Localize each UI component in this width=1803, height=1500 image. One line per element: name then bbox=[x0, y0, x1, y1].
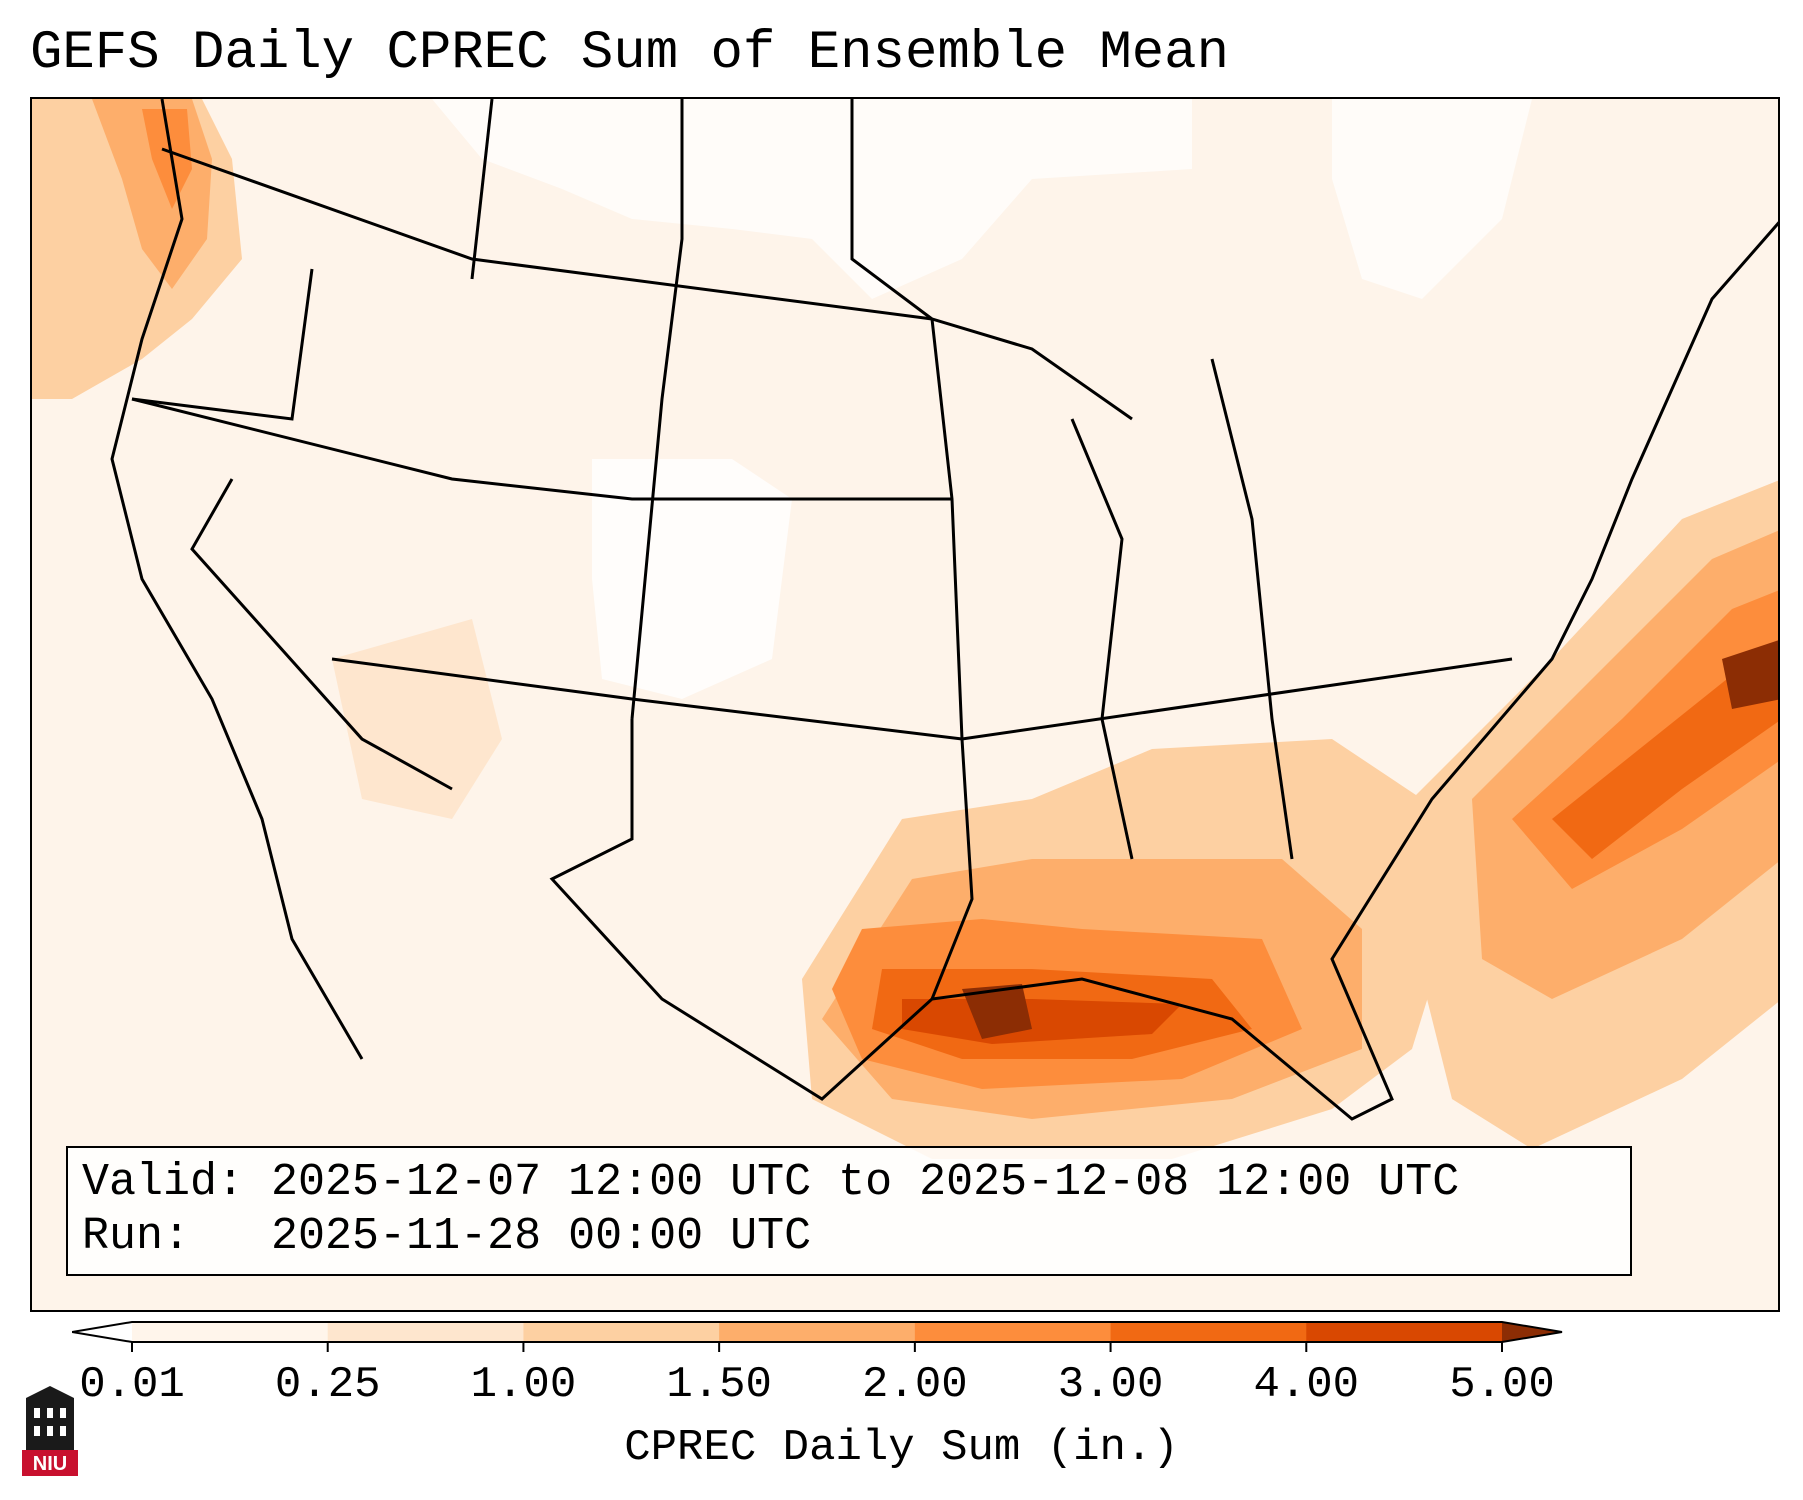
west-coast bbox=[110, 99, 364, 1060]
niu-logo-windows bbox=[34, 1408, 66, 1436]
dakota-line bbox=[630, 99, 684, 720]
precip-map bbox=[30, 97, 1780, 1312]
colorbar-tick-label: 5.00 bbox=[1449, 1360, 1555, 1410]
colorbar bbox=[72, 1321, 1563, 1352]
colorbar-ticks bbox=[131, 1342, 1503, 1352]
niu-logo-badge bbox=[22, 1450, 78, 1476]
nevada-outline bbox=[190, 478, 453, 791]
colorbar-segment bbox=[327, 1322, 524, 1342]
dry-area-canada bbox=[1332, 99, 1532, 299]
oregon-outline bbox=[131, 268, 314, 421]
valid-value: 2025-12-07 12:00 UTC to 2025-12-08 12:00… bbox=[271, 1157, 1460, 1208]
mississippi-line bbox=[930, 318, 974, 1000]
dry-area-north bbox=[432, 99, 1192, 299]
niu-logo: NIU bbox=[22, 1386, 78, 1476]
atl-max bbox=[1722, 640, 1778, 709]
dry-area-plains bbox=[592, 459, 792, 699]
colorbar-segment bbox=[1110, 1322, 1307, 1342]
colorbar-tick-label: 0.01 bbox=[79, 1360, 185, 1410]
montana-line bbox=[470, 99, 494, 280]
run-value: 2025-11-28 00:00 UTC bbox=[271, 1211, 812, 1262]
central-line-2 bbox=[331, 657, 1513, 741]
colorbar-tick-label: 1.00 bbox=[470, 1360, 577, 1410]
colorbar-label: CPREC Daily Sum (in.) bbox=[624, 1423, 1179, 1473]
colorbar-tick-label: 3.00 bbox=[1057, 1360, 1164, 1410]
run-line: Run: 2025-11-28 00:00 UTC bbox=[82, 1210, 1616, 1264]
central-line-1 bbox=[131, 397, 952, 501]
valid-label: Valid: bbox=[82, 1157, 245, 1208]
colorbar-arrow-low bbox=[72, 1322, 132, 1342]
niu-logo-text: NIU bbox=[33, 1453, 67, 1475]
precip-field bbox=[32, 99, 1778, 1310]
gulf-atlantic-coast bbox=[549, 221, 1778, 1121]
minnesota-line bbox=[850, 99, 933, 321]
colorbar-segment bbox=[523, 1322, 720, 1342]
colorbar-tick-label: 4.00 bbox=[1253, 1360, 1360, 1410]
colorbar-tick-label: 2.00 bbox=[862, 1360, 968, 1410]
great-lakes-line bbox=[1070, 418, 1134, 860]
colorbar-segments bbox=[72, 1322, 1562, 1342]
boundaries bbox=[110, 99, 1778, 1121]
sw-band bbox=[332, 619, 502, 819]
colorbar-segment bbox=[1306, 1322, 1503, 1342]
pnw-band-3 bbox=[142, 109, 192, 209]
valid-line: Valid: 2025-12-07 12:00 UTC to 2025-12-0… bbox=[82, 1156, 1616, 1210]
colorbar-arrow-high bbox=[1502, 1322, 1562, 1342]
ohio-line bbox=[1210, 358, 1294, 860]
valid-run-box: Valid: 2025-12-07 12:00 UTC to 2025-12-0… bbox=[66, 1146, 1632, 1276]
map-title: GEFS Daily CPREC Sum of Ensemble Mean bbox=[30, 23, 1229, 84]
colorbar-tick-label: 1.50 bbox=[666, 1360, 772, 1410]
colorbar-segment bbox=[719, 1322, 916, 1342]
run-label: Run: bbox=[82, 1211, 191, 1262]
colorbar-segment bbox=[132, 1322, 329, 1342]
colorbar-tick-labels: 0.01 0.25 1.00 1.50 2.00 3.00 4.00 5.00 bbox=[0, 1360, 1803, 1420]
atl-band-4 bbox=[1552, 650, 1778, 859]
colorbar-segment bbox=[914, 1322, 1112, 1342]
gulf-max bbox=[962, 984, 1032, 1039]
colorbar-tick-label: 0.25 bbox=[274, 1360, 381, 1410]
